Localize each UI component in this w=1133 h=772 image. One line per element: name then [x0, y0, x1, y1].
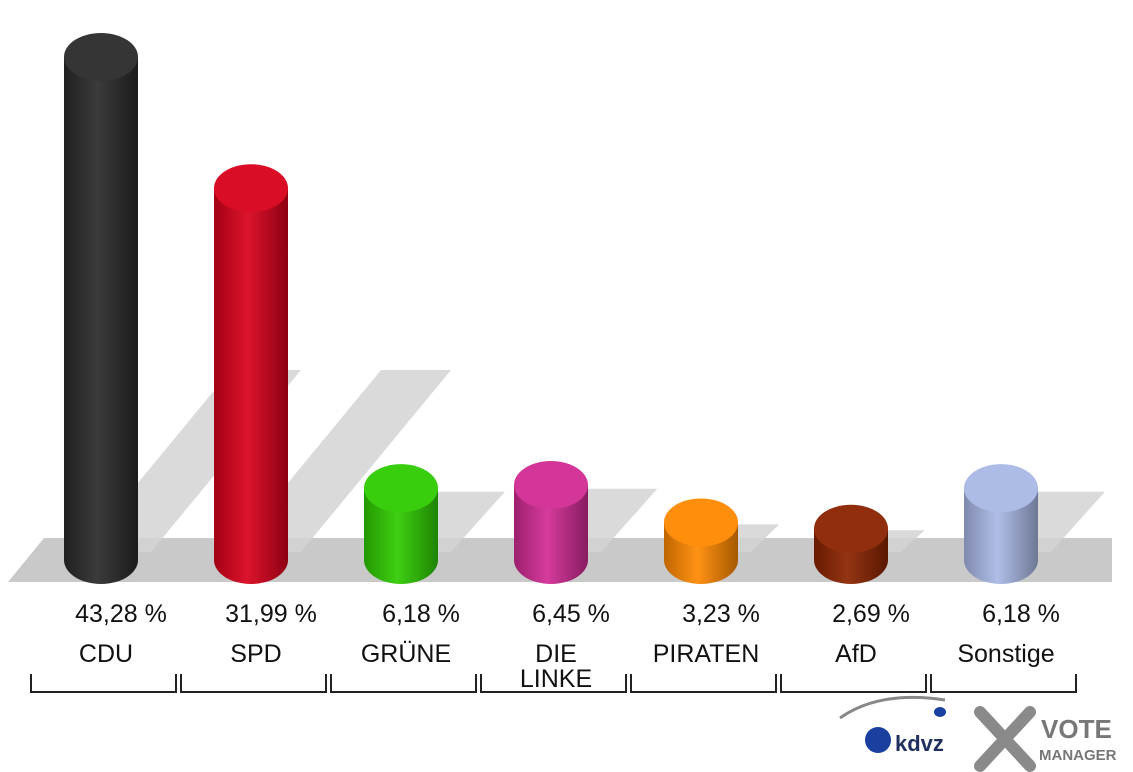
- category-bracket: [780, 674, 927, 693]
- value-label: 6,18 %: [982, 600, 1060, 628]
- bar-6: [814, 504, 888, 584]
- value-label: 6,45 %: [532, 600, 610, 628]
- category-bracket: [630, 674, 777, 693]
- bar-body-4: [514, 485, 588, 584]
- category-bracket: [30, 674, 177, 693]
- bar-4: [514, 461, 588, 584]
- bar-3: [364, 464, 438, 584]
- x-axis-brackets: [30, 674, 1077, 693]
- category-label: PIRATEN: [653, 640, 760, 668]
- bar-7: [964, 464, 1038, 584]
- value-label: 6,18 %: [382, 600, 460, 628]
- category-label: AfD: [835, 640, 877, 668]
- value-label: 3,23 %: [682, 600, 760, 628]
- vote-logo-text: VOTE: [1041, 714, 1112, 744]
- bar-body-7: [964, 488, 1038, 584]
- value-label: 2,69 %: [832, 600, 910, 628]
- category-bracket: [180, 674, 327, 693]
- bar-top-2: [214, 164, 288, 213]
- value-label: 43,28 %: [75, 600, 167, 628]
- vote-manager-logo: VOTE MANAGER: [974, 706, 1117, 772]
- bar-top-3: [364, 464, 438, 513]
- category-label: LINKE: [520, 665, 592, 693]
- category-label: CDU: [79, 640, 133, 668]
- bar-top-6: [814, 504, 888, 553]
- category-label: SPD: [230, 640, 281, 668]
- kdvz-logo-text: kdvz: [895, 731, 944, 756]
- bar-body-1: [64, 56, 138, 584]
- category-label: GRÜNE: [361, 640, 451, 668]
- category-bracket: [930, 674, 1077, 693]
- bar-top-5: [664, 498, 738, 547]
- manager-logo-text: MANAGER: [1039, 747, 1117, 764]
- bar-body-2: [214, 188, 288, 584]
- category-label: Sonstige: [957, 640, 1054, 668]
- labels: 43,28 % CDU 31,99 % SPD 6,18 % GRÜNE 6,45 % DIE…: [75, 600, 1060, 693]
- bar-body-3: [364, 488, 438, 584]
- category-label: DIE: [535, 640, 577, 668]
- bar-1: [64, 32, 138, 584]
- bar-2: [214, 164, 288, 584]
- bar-top-7: [964, 464, 1038, 513]
- bars: [64, 32, 1038, 584]
- category-bracket: [480, 674, 627, 693]
- category-bracket: [330, 674, 477, 693]
- bar-top-1: [64, 32, 138, 81]
- bar-top-4: [514, 461, 588, 510]
- bar-5: [664, 498, 738, 584]
- kdvz-logo: kdvz: [839, 695, 946, 756]
- value-label: 31,99 %: [225, 600, 317, 628]
